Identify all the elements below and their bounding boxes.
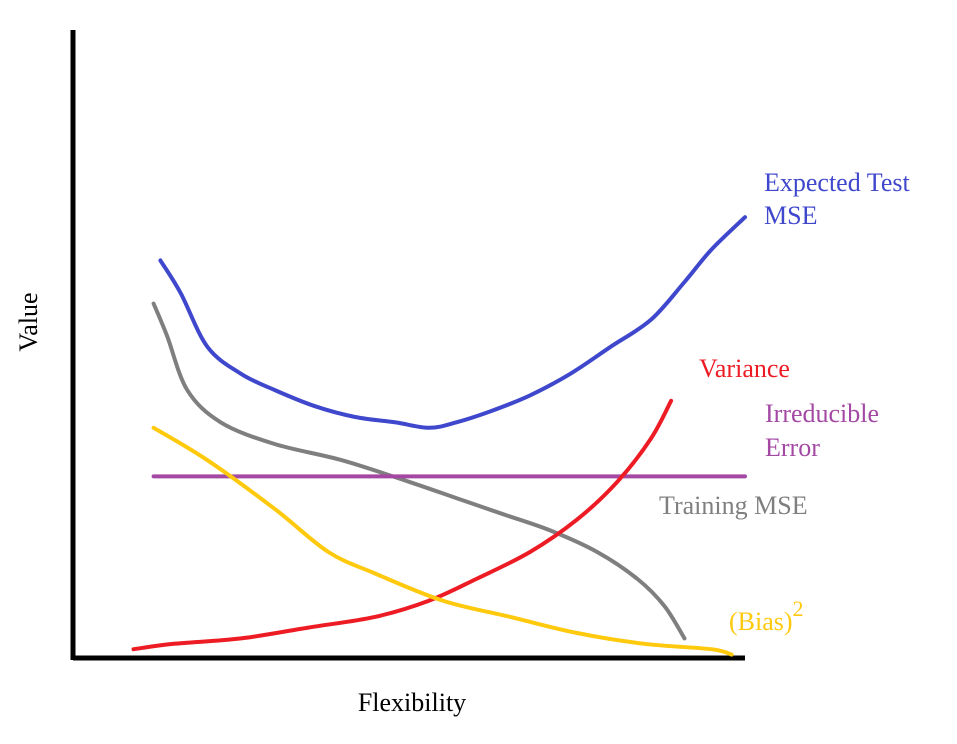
- expected-test-mse-label: Expected Test MSE: [764, 168, 910, 230]
- expected-test-mse-line: [158, 215, 747, 430]
- x-axis-title: Flexibility: [358, 688, 466, 717]
- series-label-layer: Expected Test MSE Training MSE Irreducible E…: [659, 168, 910, 636]
- training-mse-line: [151, 301, 687, 641]
- training-mse-label: Training MSE: [659, 491, 808, 520]
- variance-label: Variance: [699, 354, 790, 383]
- y-axis-title: Value: [14, 292, 43, 351]
- bias-2-line: [151, 425, 734, 657]
- irreducible-error-label-line: Irreducible: [765, 399, 879, 428]
- variance-label-line: Variance: [699, 354, 790, 383]
- bias-2-label-line: (Bias): [729, 607, 793, 636]
- irreducible-error-label: Irreducible Error: [765, 399, 879, 462]
- irreducible-error-label-line: Error: [765, 433, 820, 462]
- expected-test-mse-label-line: MSE: [764, 201, 817, 230]
- variance-line: [131, 398, 674, 652]
- bias-2-label-superscript: 2: [793, 596, 804, 621]
- training-mse-label-line: Training MSE: [659, 491, 808, 520]
- bias-2-label: (Bias)2: [729, 596, 804, 636]
- series-layer: [131, 215, 747, 657]
- expected-test-mse-label-line: Expected Test: [764, 168, 910, 197]
- plot-area: Expected Test MSE Training MSE Irreducible E…: [70, 30, 910, 661]
